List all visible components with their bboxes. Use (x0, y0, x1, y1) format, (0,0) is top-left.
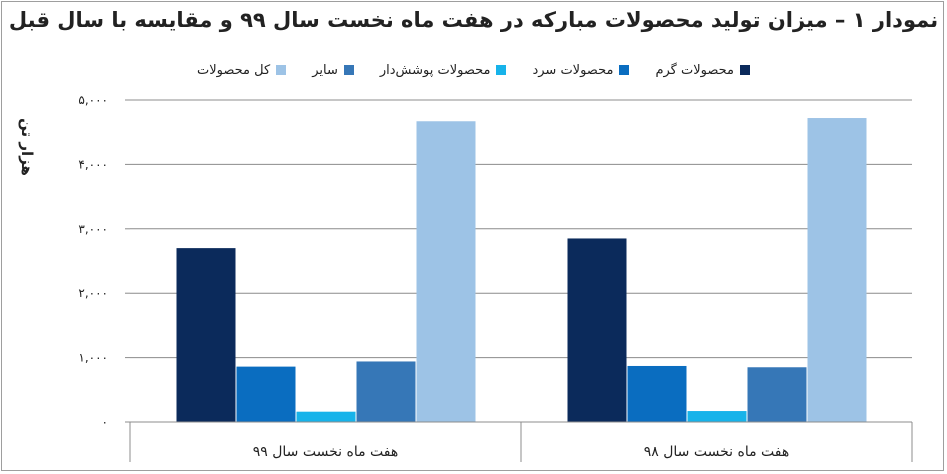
bar-1-2 (687, 411, 747, 422)
legend-label-other: سایر (312, 62, 338, 78)
y-tick-label: ۴,۰۰۰ (78, 157, 108, 171)
bar-0-3 (356, 361, 416, 422)
y-tick-label: ۵,۰۰۰ (78, 93, 108, 107)
bar-1-3 (747, 367, 807, 422)
x-category-label: هفت ماه نخست سال ۹۸ (644, 444, 790, 460)
legend-label-hot: محصولات گرم (655, 62, 734, 78)
chart-title: نمودار ۱ – میزان تولید محصولات مبارکه در… (8, 8, 939, 32)
y-tick-label: ۱,۰۰۰ (78, 351, 108, 365)
y-axis-ticks: ۰ ۱,۰۰۰ ۲,۰۰۰ ۳,۰۰۰ ۴,۰۰۰ ۵,۰۰۰ (78, 93, 130, 429)
y-tick-label: ۳,۰۰۰ (78, 222, 108, 236)
bar-0-2 (296, 411, 356, 422)
legend-item-total: کل محصولات (197, 58, 287, 82)
bar-1-1 (627, 365, 687, 422)
bar-1-4 (807, 118, 867, 423)
bar-0-0 (176, 248, 236, 422)
legend-swatch-cold (619, 65, 630, 75)
legend-label-total: کل محصولات (197, 62, 271, 78)
x-category-label: هفت ماه نخست سال ۹۹ (253, 444, 399, 460)
legend-label-coated: محصولات پوشش‌دار (379, 62, 491, 78)
x-axis: هفت ماه نخست سال ۹۹ هفت ماه نخست سال ۹۸ (129, 421, 913, 462)
y-tick-label: ۲,۰۰۰ (78, 286, 108, 300)
chart-legend: محصولات گرم محصولات سرد محصولات پوشش‌دار… (0, 58, 947, 82)
bar-1-0 (567, 238, 627, 422)
bar-0-1 (236, 366, 296, 422)
legend-item-hot: محصولات گرم (655, 58, 750, 82)
bars-group (176, 118, 867, 423)
legend-swatch-hot (739, 65, 750, 75)
bar-0-4 (416, 121, 476, 422)
legend-item-coated: محصولات پوشش‌دار (380, 58, 507, 82)
legend-swatch-other (343, 65, 354, 75)
legend-swatch-total (276, 65, 287, 75)
legend-item-cold: محصولات سرد (532, 58, 630, 82)
legend-label-cold: محصولات سرد (532, 62, 614, 78)
legend-swatch-coated (496, 65, 507, 75)
y-tick-label: ۰ (102, 415, 108, 429)
legend-item-other: سایر (312, 58, 354, 82)
